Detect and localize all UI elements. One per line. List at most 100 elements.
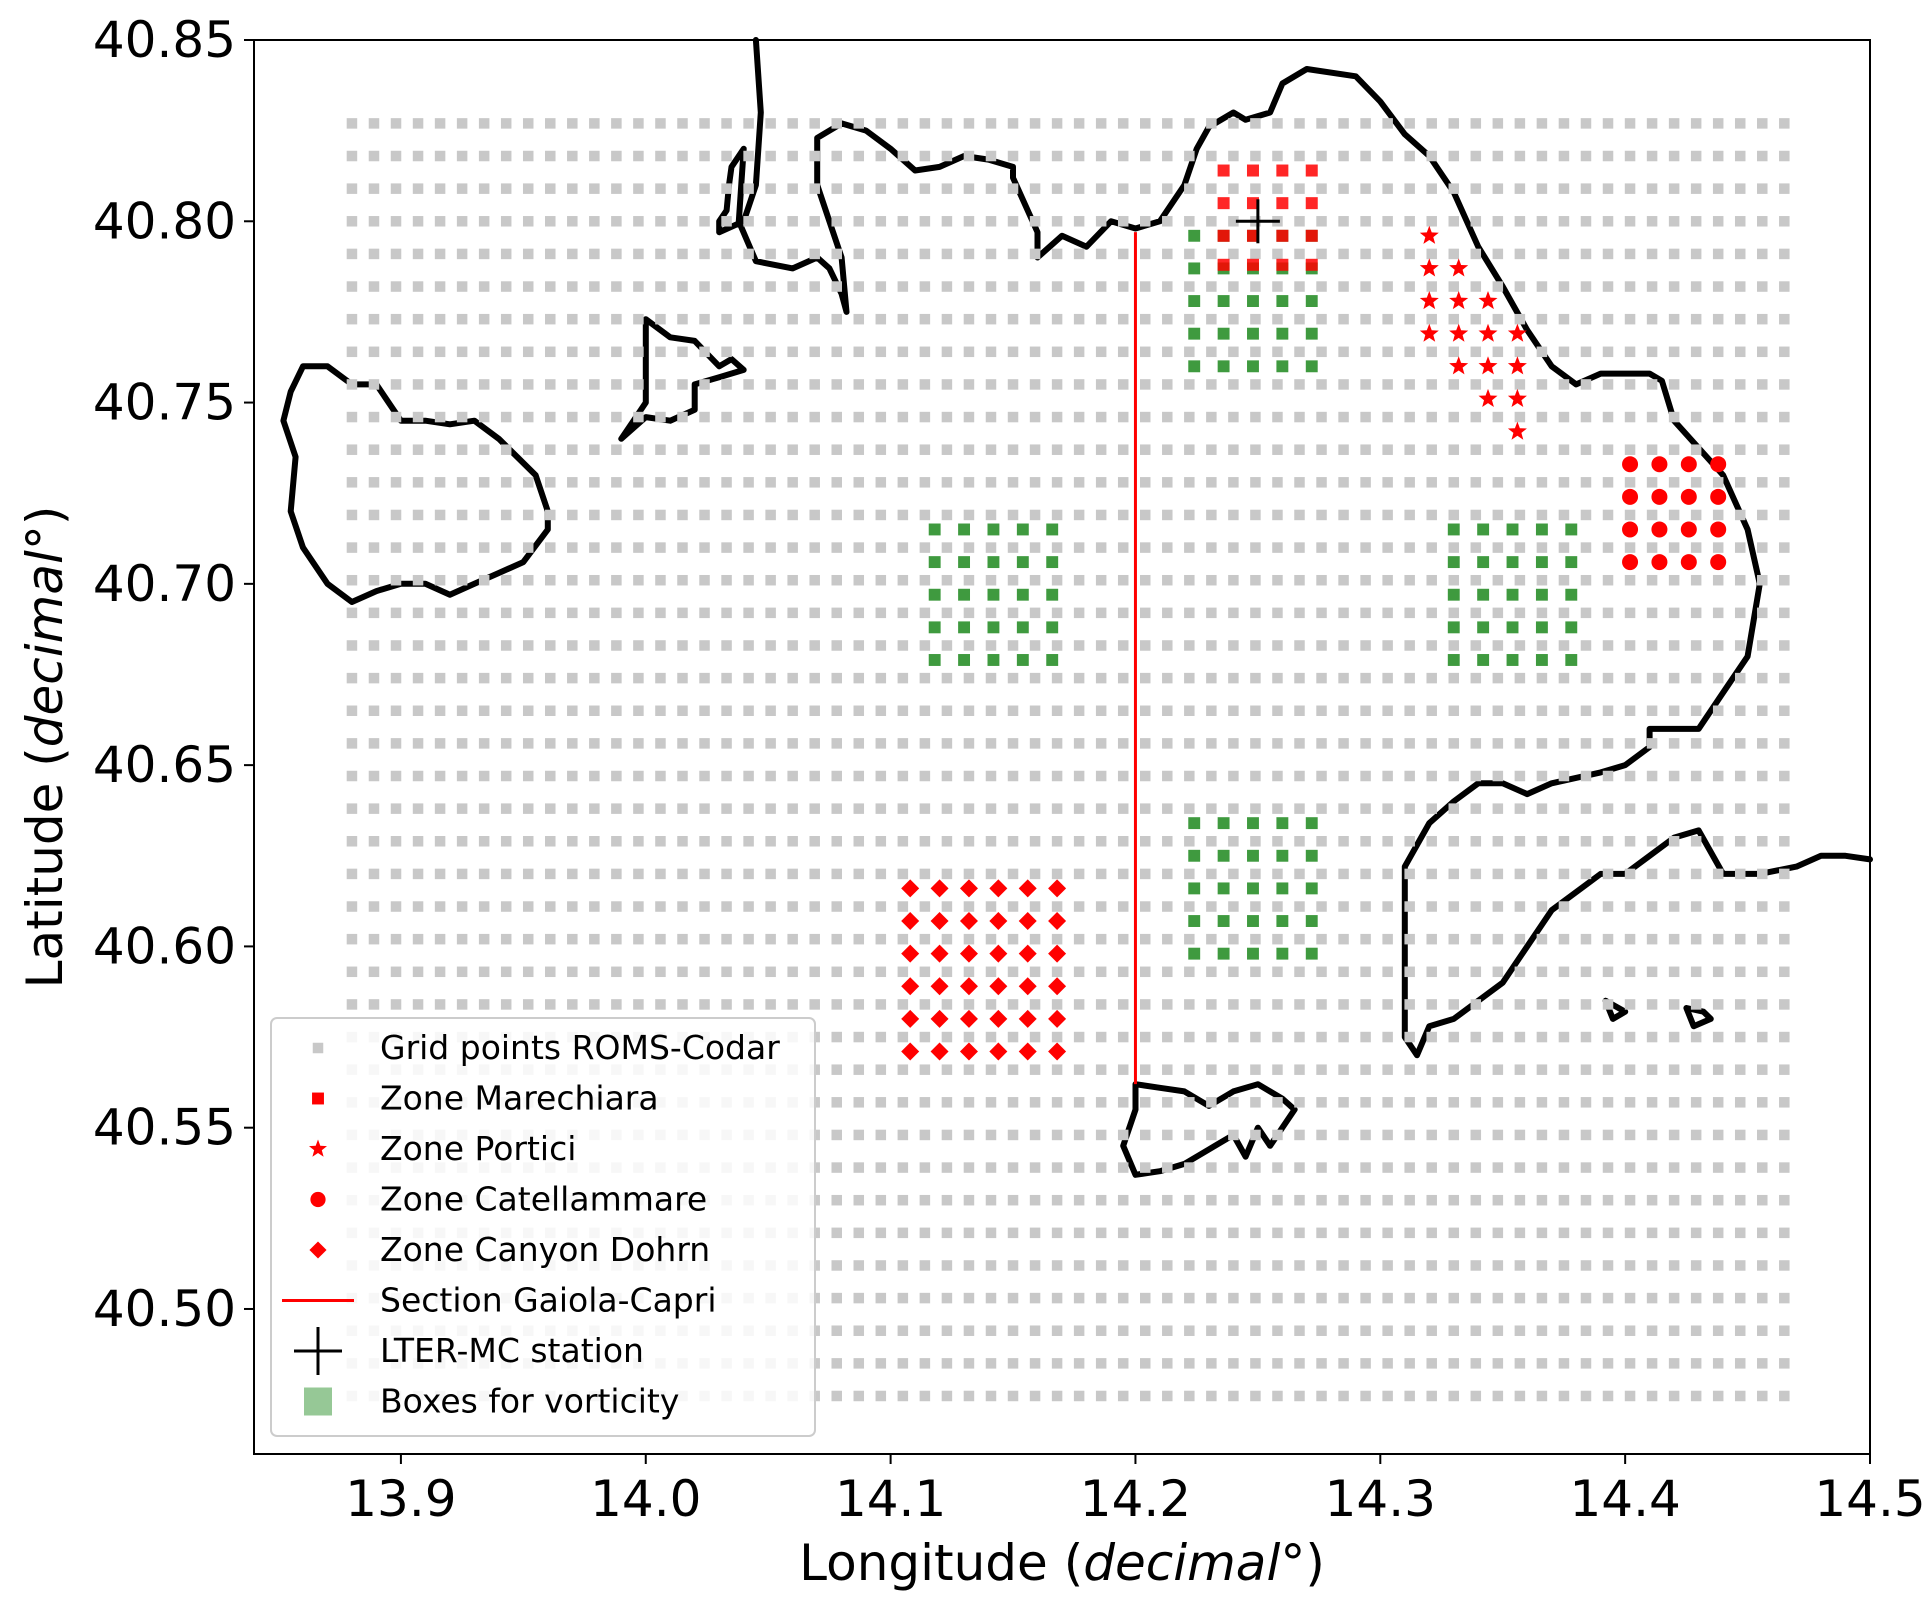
vorticity-box-point bbox=[1506, 654, 1519, 666]
grid-point bbox=[1162, 281, 1173, 292]
grid-point bbox=[1250, 444, 1261, 455]
grid-point bbox=[875, 574, 887, 586]
grid-point bbox=[1360, 1162, 1371, 1173]
legend-label: Zone Marechiara bbox=[380, 1079, 659, 1118]
grid-point bbox=[412, 379, 424, 390]
grid-point bbox=[1139, 216, 1151, 227]
grid-point bbox=[1712, 1260, 1724, 1271]
grid-point bbox=[633, 607, 644, 619]
grid-point bbox=[1007, 542, 1019, 553]
grid-point bbox=[1734, 901, 1746, 912]
grid-point bbox=[1206, 574, 1217, 586]
grid-point bbox=[1051, 836, 1063, 847]
vorticity-box-point bbox=[1188, 262, 1201, 275]
zone-marechiara-point bbox=[1276, 229, 1289, 242]
grid-point bbox=[1139, 1129, 1151, 1141]
grid-point bbox=[963, 1129, 975, 1141]
grid-point bbox=[1139, 901, 1151, 912]
grid-point bbox=[1228, 574, 1239, 586]
y-tick-label: 40.55 bbox=[93, 1099, 236, 1157]
grid-point bbox=[765, 150, 776, 162]
grid-point bbox=[412, 509, 424, 521]
grid-point bbox=[1536, 1292, 1548, 1304]
grid-point bbox=[1073, 868, 1085, 880]
grid-point bbox=[941, 477, 953, 488]
grid-point bbox=[1404, 1162, 1415, 1173]
grid-point bbox=[545, 281, 556, 292]
grid-point bbox=[1007, 281, 1019, 292]
grid-point bbox=[831, 1292, 842, 1304]
grid-point bbox=[567, 836, 578, 847]
grid-point bbox=[1184, 999, 1195, 1010]
grid-point bbox=[1514, 1064, 1526, 1075]
grid-point bbox=[1712, 346, 1724, 358]
grid-point bbox=[1602, 836, 1614, 847]
grid-point bbox=[809, 150, 820, 162]
grid-point bbox=[1536, 933, 1548, 945]
grid-point bbox=[1646, 509, 1658, 521]
grid-point bbox=[611, 444, 622, 455]
vorticity-box-point bbox=[1016, 654, 1029, 666]
grid-point bbox=[1426, 705, 1437, 716]
grid-point bbox=[1734, 411, 1746, 423]
grid-point bbox=[500, 150, 512, 162]
grid-point bbox=[1228, 640, 1239, 651]
grid-point bbox=[545, 933, 556, 945]
grid-point bbox=[456, 477, 468, 488]
grid-point bbox=[919, 1031, 931, 1043]
grid-point bbox=[1779, 1325, 1790, 1336]
grid-point bbox=[1580, 1031, 1592, 1043]
grid-point bbox=[456, 836, 468, 847]
grid-point bbox=[1602, 966, 1614, 978]
grid-point bbox=[1206, 1162, 1217, 1173]
grid-point bbox=[941, 966, 953, 978]
grid-point bbox=[1316, 770, 1327, 782]
grid-point bbox=[1426, 509, 1437, 521]
grid-point bbox=[1184, 183, 1195, 194]
grid-point bbox=[1139, 640, 1151, 651]
grid-point bbox=[853, 150, 865, 162]
grid-point bbox=[434, 118, 446, 129]
vorticity-box-point bbox=[1247, 327, 1259, 340]
grid-point bbox=[875, 1390, 887, 1402]
grid-point bbox=[1580, 281, 1592, 292]
grid-point bbox=[1734, 379, 1746, 390]
grid-point bbox=[1558, 444, 1570, 455]
grid-point bbox=[831, 1260, 842, 1271]
grid-point bbox=[985, 216, 997, 227]
grid-point bbox=[1712, 868, 1724, 880]
grid-point bbox=[1470, 1162, 1482, 1173]
grid-point bbox=[1668, 1031, 1680, 1043]
grid-point bbox=[1338, 640, 1349, 651]
grid-point bbox=[677, 216, 688, 227]
grid-point bbox=[611, 607, 622, 619]
grid-point bbox=[1294, 640, 1305, 651]
grid-point bbox=[677, 640, 688, 651]
grid-point bbox=[346, 770, 358, 782]
grid-point bbox=[1184, 933, 1195, 945]
legend-diamond-icon bbox=[309, 1241, 327, 1259]
grid-point bbox=[1051, 1260, 1063, 1271]
grid-point bbox=[1646, 1390, 1658, 1402]
grid-point bbox=[1338, 966, 1349, 978]
grid-point bbox=[1206, 933, 1217, 945]
grid-point bbox=[1668, 933, 1680, 945]
grid-point bbox=[941, 1031, 953, 1043]
grid-point bbox=[1712, 999, 1724, 1010]
grid-point bbox=[1338, 868, 1349, 880]
y-tick-label: 40.60 bbox=[93, 917, 236, 975]
grid-point bbox=[677, 803, 688, 814]
grid-point bbox=[1250, 1390, 1261, 1402]
grid-point bbox=[721, 705, 732, 716]
grid-point bbox=[1668, 281, 1680, 292]
grid-point bbox=[1734, 542, 1746, 553]
grid-point bbox=[1602, 1390, 1614, 1402]
grid-point bbox=[1382, 379, 1393, 390]
grid-point bbox=[1690, 216, 1702, 227]
grid-point bbox=[390, 379, 402, 390]
grid-point bbox=[1558, 1260, 1570, 1271]
grid-point bbox=[368, 248, 380, 260]
x-tick-label: 14.1 bbox=[835, 1470, 946, 1528]
grid-point bbox=[1757, 1390, 1768, 1402]
grid-point bbox=[1294, 574, 1305, 586]
